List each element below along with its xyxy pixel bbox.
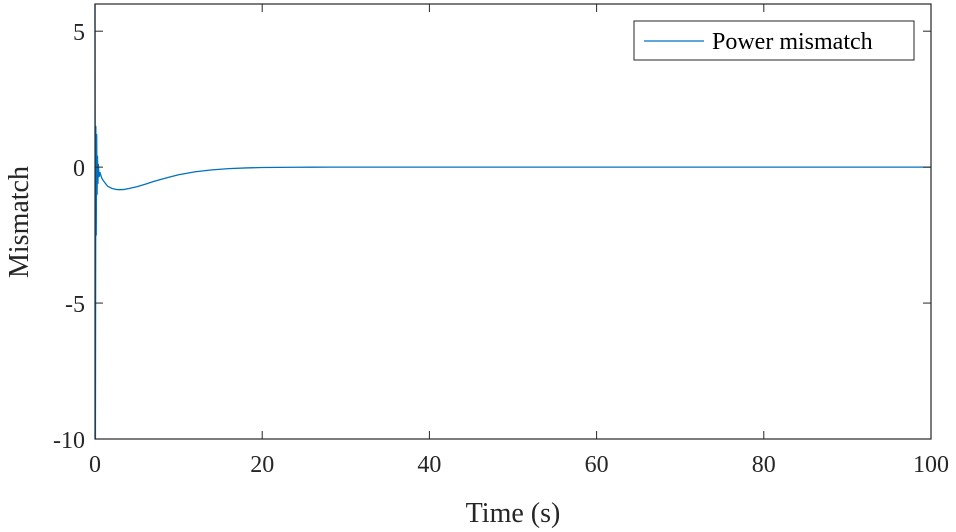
series-line-power-mismatch (94, 3, 931, 440)
x-axis-title: Time (s) (466, 498, 561, 529)
plot-background (95, 4, 931, 439)
series-layer (94, 3, 931, 440)
y-tick-label: -5 (65, 292, 85, 318)
x-tick-label: 20 (250, 452, 274, 478)
x-tick-label: 60 (585, 452, 609, 478)
x-tick-label: 0 (89, 452, 101, 478)
y-tick-label: 5 (73, 20, 85, 46)
plot-frame (94, 3, 932, 440)
x-tick-label: 80 (752, 452, 776, 478)
legend: Power mismatch (633, 20, 915, 61)
y-axis: -10 -5 0 5 (53, 20, 931, 454)
y-tick-label: 0 (73, 156, 85, 182)
legend-label-power-mismatch: Power mismatch (712, 29, 873, 55)
x-tick-label: 100 (913, 452, 949, 478)
x-axis: 0 20 40 60 80 100 (89, 4, 949, 478)
x-tick-label: 40 (417, 452, 441, 478)
y-axis-title: Mismatch (4, 166, 35, 278)
y-tick-label: -10 (53, 428, 85, 454)
